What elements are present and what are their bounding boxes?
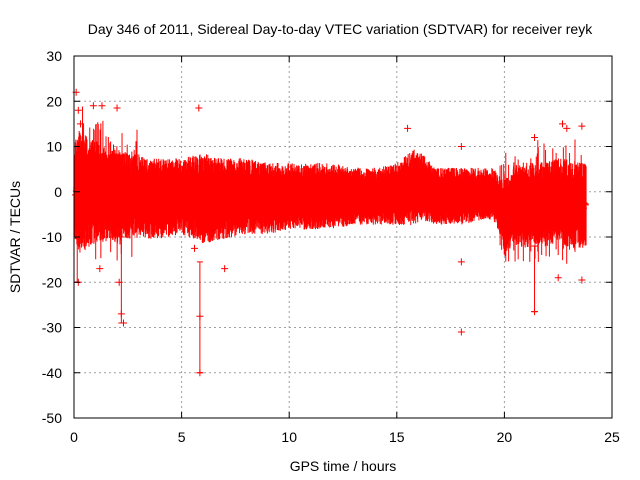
x-tick-label: 15 <box>389 429 405 445</box>
x-tick-label: 20 <box>497 429 513 445</box>
y-tick-label: 30 <box>46 48 62 64</box>
data-point <box>76 120 84 128</box>
data-series <box>72 88 589 377</box>
y-tick-label: -20 <box>42 274 62 290</box>
data-point <box>115 278 123 286</box>
x-tick-label: 10 <box>281 429 297 445</box>
y-tick-label: -30 <box>42 320 62 336</box>
data-point <box>96 265 104 273</box>
y-tick-label: 10 <box>46 139 62 155</box>
data-point <box>195 104 203 112</box>
data-point <box>89 102 97 110</box>
data-point <box>113 104 121 112</box>
y-tick-label: 0 <box>54 184 62 200</box>
data-point <box>117 310 125 318</box>
data-point <box>404 124 412 132</box>
data-point <box>531 308 539 316</box>
data-point <box>119 319 127 327</box>
data-point <box>559 120 567 128</box>
data-point <box>578 122 586 130</box>
x-axis-label: GPS time / hours <box>290 458 397 474</box>
data-point <box>578 276 586 284</box>
y-axis-label: SDTVAR / TECUs <box>7 181 23 293</box>
data-point <box>221 265 229 273</box>
y-tick-label: -10 <box>42 229 62 245</box>
data-point <box>531 133 539 141</box>
data-point <box>196 369 204 377</box>
x-tick-label: 25 <box>604 429 620 445</box>
axis-ticks: 0 5 10 15 20 25 -50 -40 -30 -20 -10 0 10 20 30 <box>42 48 620 445</box>
data-point <box>563 124 571 132</box>
data-point <box>191 244 199 252</box>
x-tick-label: 0 <box>70 429 78 445</box>
chart-title: Day 346 of 2011, Sidereal Day-to-day VTE… <box>88 21 593 37</box>
y-tick-label: 20 <box>46 93 62 109</box>
data-point <box>457 328 465 336</box>
data-point <box>554 274 562 282</box>
y-tick-label: -50 <box>42 410 62 426</box>
data-point <box>457 258 465 266</box>
data-point <box>74 106 82 114</box>
data-point <box>196 312 204 320</box>
x-tick-label: 5 <box>178 429 186 445</box>
data-point <box>457 143 465 150</box>
y-tick-label: -40 <box>42 365 62 381</box>
data-point <box>98 102 106 110</box>
